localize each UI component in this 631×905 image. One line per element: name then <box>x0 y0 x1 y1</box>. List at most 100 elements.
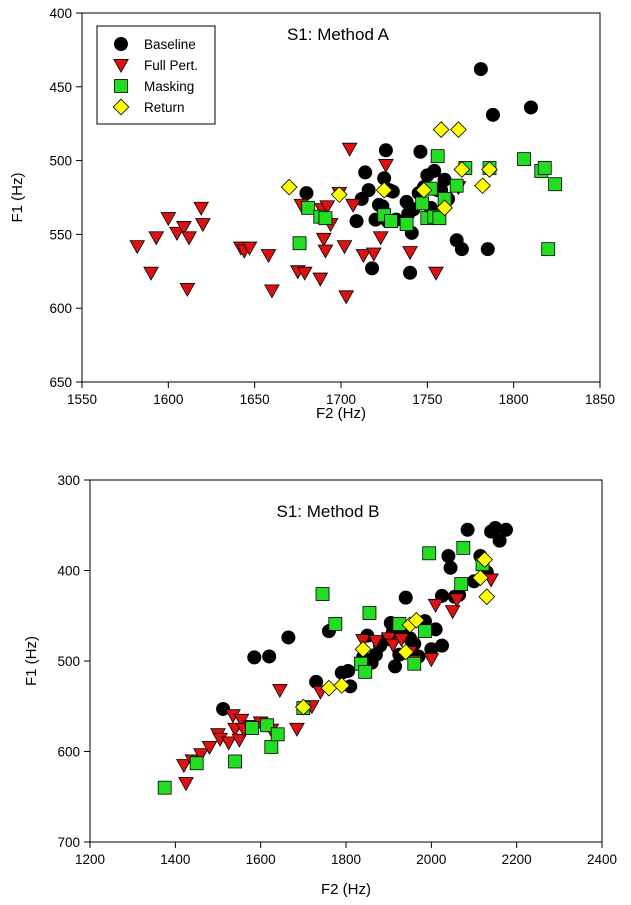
data-point-diamond <box>408 611 425 629</box>
data-point-square <box>358 664 373 679</box>
data-point-circle <box>498 522 513 537</box>
data-point-triangle-down <box>345 198 361 213</box>
data-point-square <box>407 656 422 671</box>
data-point-square <box>245 721 260 735</box>
data-point-triangle-down <box>402 246 418 261</box>
x-tick-label: 1750 <box>412 392 442 407</box>
data-point-square <box>449 178 464 193</box>
y-tick-label: 500 <box>49 154 72 169</box>
data-point-diamond <box>476 551 494 569</box>
y-axis-title: F1 (Hz) <box>23 636 40 686</box>
data-point-triangle-down <box>143 266 159 281</box>
legend-label: Baseline <box>144 37 196 52</box>
series-square <box>157 540 490 795</box>
data-point-square <box>422 546 437 561</box>
data-point-diamond <box>478 588 496 606</box>
data-point-square <box>301 200 316 215</box>
data-point-triangle-down <box>372 231 389 246</box>
y-tick-label: 400 <box>57 564 80 579</box>
data-point-circle <box>365 261 380 276</box>
x-tick-label: 2400 <box>587 852 617 867</box>
data-point-diamond <box>481 161 498 178</box>
data-point-square <box>432 211 447 226</box>
legend-marker-circle <box>114 37 129 52</box>
data-point-circle <box>299 186 314 201</box>
data-point-triangle-down <box>231 733 248 748</box>
data-point-triangle-down <box>289 722 305 737</box>
data-point-triangle-down <box>201 740 218 755</box>
data-point-circle <box>398 590 413 605</box>
data-point-circle <box>413 144 428 159</box>
data-point-circle <box>247 650 262 665</box>
chart-2: 1200 1400 1600 1800 2000 2200 2400 300 400 500 600… <box>23 473 617 898</box>
data-point-square <box>537 161 552 175</box>
x-tick-label: 1600 <box>153 392 183 407</box>
data-point-square <box>260 718 274 733</box>
chart-1: 1550 1600 1650 1700 1750 1800 1850 400 450 500 550… <box>9 6 615 422</box>
x-tick-label: 1550 <box>67 392 97 407</box>
data-point-circle <box>281 630 296 645</box>
data-point-square <box>415 196 430 211</box>
data-point-square <box>456 540 471 555</box>
data-point-triangle-down <box>193 748 209 763</box>
data-point-triangle-down <box>181 231 197 246</box>
data-point-square <box>328 616 343 631</box>
y-tick-label: 700 <box>57 835 80 850</box>
data-point-circle <box>403 265 418 280</box>
series-triangle-down <box>129 142 467 305</box>
data-point-square <box>228 754 242 769</box>
legend-label: Full Pert. <box>144 58 198 73</box>
x-tick-label: 1850 <box>585 392 615 407</box>
data-point-circle <box>341 663 356 678</box>
data-point-circle <box>480 242 495 257</box>
data-point-triangle-down <box>264 284 280 299</box>
data-point-diamond <box>280 178 298 196</box>
data-point-diamond <box>436 199 453 217</box>
data-point-triangle-down <box>428 266 444 281</box>
data-point-triangle-down <box>271 683 288 698</box>
data-point-circle <box>388 659 403 674</box>
data-point-square <box>189 756 204 771</box>
data-point-diamond <box>330 186 348 203</box>
data-point-diamond <box>294 698 312 716</box>
data-point-triangle-down <box>338 290 355 305</box>
chart-title: S1: Method B <box>276 502 379 521</box>
data-point-triangle-down <box>179 283 196 298</box>
data-point-triangle-down <box>449 593 465 608</box>
x-tick-label: 1600 <box>246 852 276 867</box>
data-point-circle <box>441 549 456 564</box>
data-point-triangle-down <box>336 240 353 255</box>
data-point-triangle-down <box>385 638 401 653</box>
data-point-circle <box>361 183 376 198</box>
data-point-square <box>362 606 377 620</box>
data-point-square <box>264 740 279 754</box>
data-point-triangle-down <box>169 226 185 241</box>
x-tick-label: 1800 <box>499 392 529 407</box>
legend-label: Return <box>144 100 185 115</box>
data-point-triangle-down <box>178 777 194 792</box>
data-point-triangle-down <box>378 159 394 174</box>
data-point-diamond <box>453 161 471 178</box>
data-point-circle <box>349 214 364 229</box>
data-point-circle <box>443 560 458 575</box>
series-diamond <box>294 551 496 716</box>
data-point-circle <box>378 143 393 158</box>
data-point-square <box>157 780 172 795</box>
data-point-triangle-down <box>260 249 277 264</box>
legend: Baseline Full Pert. Masking Return <box>96 25 216 125</box>
y-tick-label: 500 <box>57 654 80 669</box>
data-point-circle <box>485 107 500 122</box>
data-point-square <box>430 149 445 164</box>
data-point-triangle-down <box>393 633 410 648</box>
data-point-triangle-down <box>175 221 192 236</box>
data-point-triangle-down <box>423 653 440 668</box>
x-axis-title: F2 (Hz) <box>321 881 371 898</box>
data-point-triangle-down <box>317 244 334 259</box>
data-point-circle <box>523 100 538 115</box>
x-tick-label: 2000 <box>416 852 446 867</box>
data-point-square <box>454 577 469 591</box>
data-point-square <box>541 242 556 257</box>
x-tick-label: 1800 <box>331 852 361 867</box>
data-point-triangle-down <box>365 247 382 262</box>
